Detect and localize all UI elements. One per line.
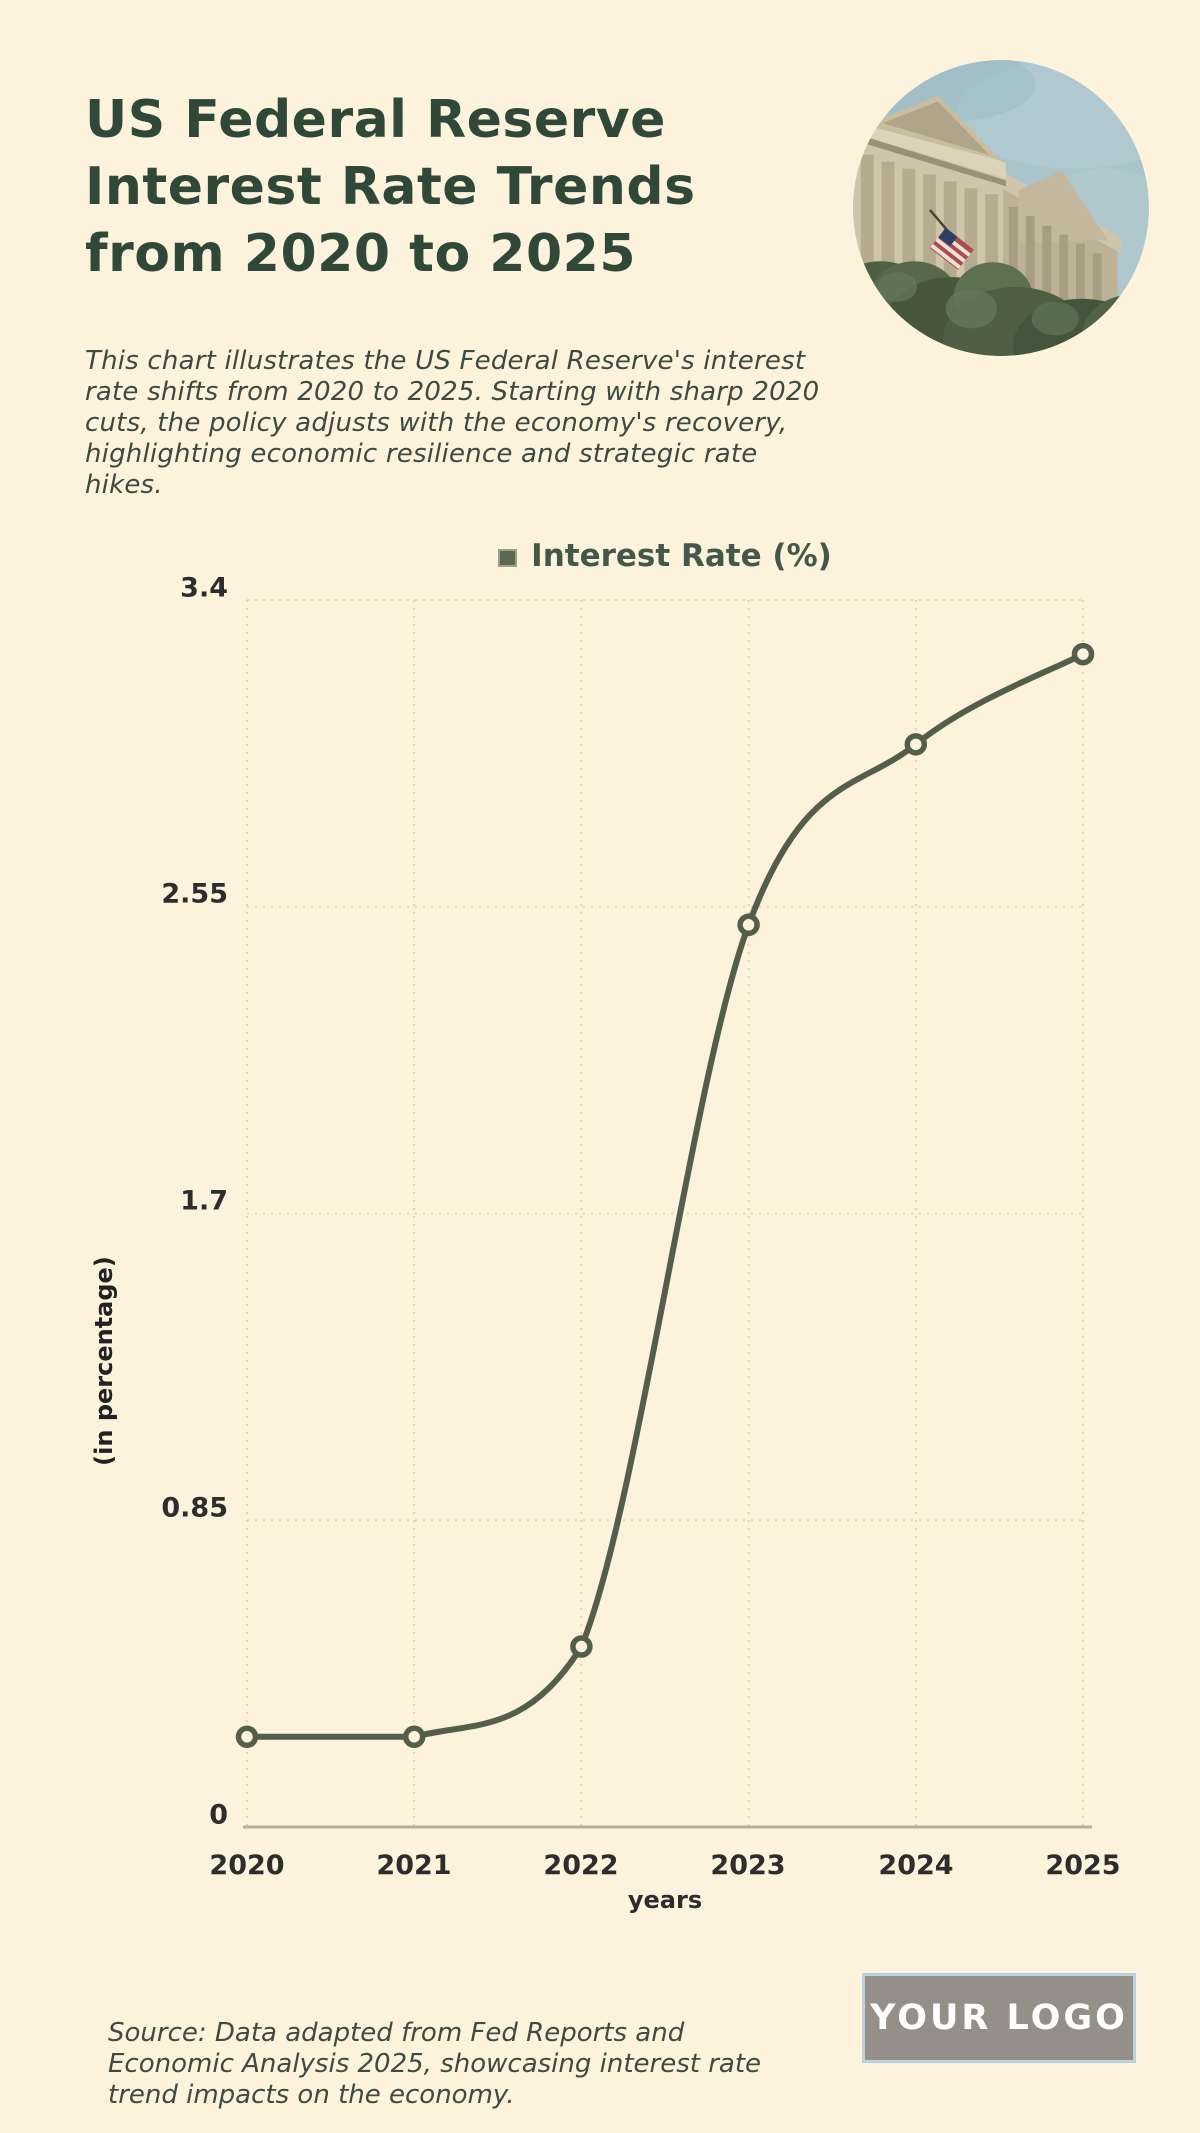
x-axis-tick: 2024 (878, 1850, 954, 1881)
data-point-2025 (1071, 642, 1095, 666)
y-axis-tick: 2.55 (161, 878, 228, 910)
logo-text: YOUR LOGO (870, 1998, 1128, 2038)
page-title-line-1: US Federal Reserve (85, 89, 666, 150)
chart-description: This chart illustrates the US Federal Re… (85, 346, 820, 500)
data-point-2023 (737, 913, 760, 937)
federal-building-photo (853, 60, 1149, 356)
page-title: US Federal Reserve Interest Rate Trends … (85, 87, 696, 288)
data-point-2020 (235, 1725, 259, 1749)
legend-square-marker-icon (498, 549, 518, 567)
data-point-2022 (570, 1635, 593, 1658)
x-axis-tick: 2022 (543, 1850, 619, 1881)
source-text: Source: Data adapted from Fed Reports an… (108, 2018, 762, 2110)
y-axis-title: (in percentage) (90, 1256, 118, 1466)
chart-legend: Interest Rate (%) (247, 538, 1083, 574)
x-axis-tick: 2025 (1045, 1850, 1121, 1881)
brand-logo-placeholder: YOUR LOGO (862, 1973, 1136, 2063)
page-title-line-3: from 2020 to 2025 (85, 223, 637, 284)
x-axis-tick: 2023 (710, 1850, 786, 1881)
y-axis-tick: 3.4 (180, 572, 228, 604)
x-axis-title: years (627, 1886, 703, 1914)
data-point-2021 (402, 1725, 426, 1749)
building-photo-illustration (853, 60, 1149, 356)
x-axis-tick: 2020 (209, 1850, 285, 1881)
data-point-2024 (904, 733, 928, 756)
y-axis-tick: 0 (209, 1799, 228, 1831)
legend-label: Interest Rate (%) (531, 538, 832, 574)
page-title-line-2: Interest Rate Trends (85, 156, 696, 217)
interest-rate-line (244, 651, 1086, 1740)
interest-rate-points (235, 642, 1095, 1749)
grid-lines (246, 599, 1084, 1827)
x-axis-tick: 2021 (376, 1850, 452, 1881)
y-axis-tick: 0.85 (161, 1492, 228, 1524)
y-axis-tick: 1.7 (180, 1185, 228, 1217)
